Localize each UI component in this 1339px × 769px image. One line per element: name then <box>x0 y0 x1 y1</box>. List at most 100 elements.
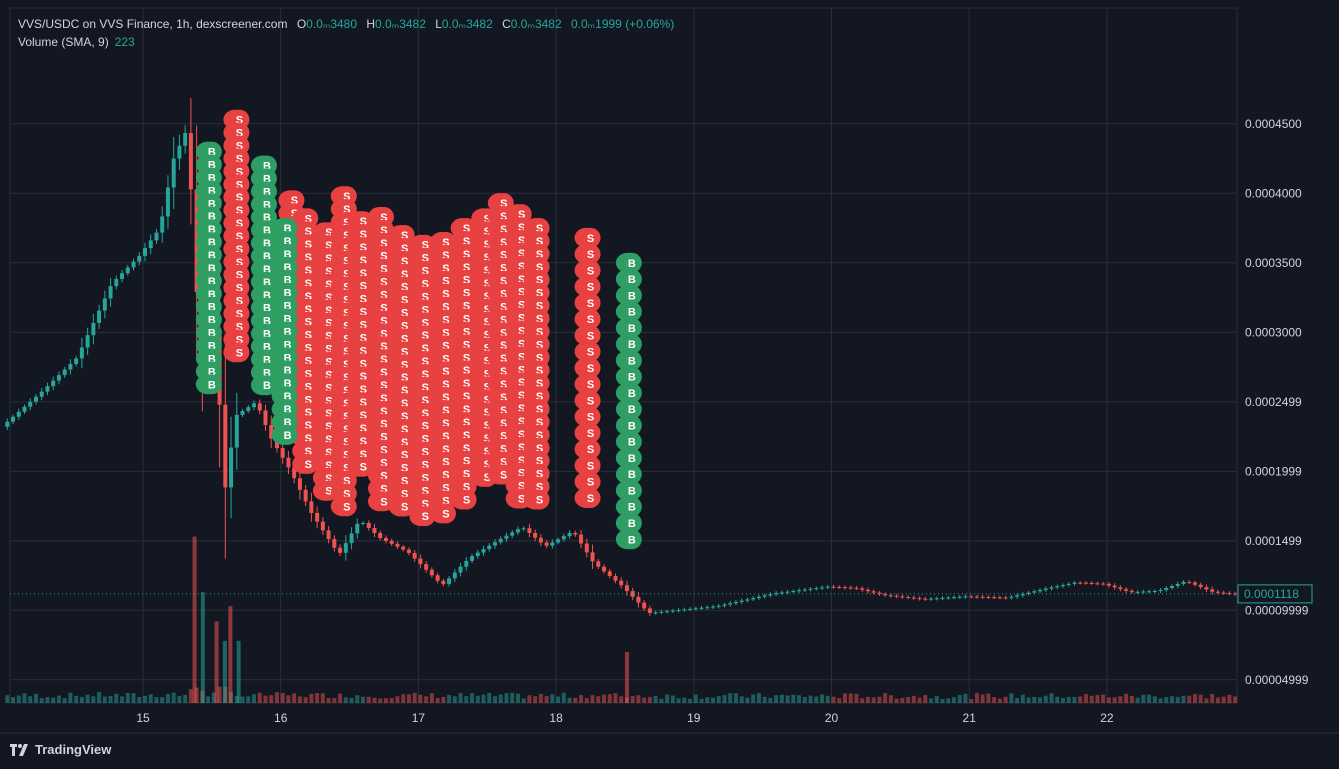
candle <box>974 594 979 599</box>
sell-marker-label: S <box>484 472 491 484</box>
candle <box>257 399 262 415</box>
candle-body <box>756 596 761 599</box>
candle-body <box>791 591 796 593</box>
volume-bar <box>1233 696 1238 703</box>
buy-marker-label: B <box>208 250 216 262</box>
sell-marker-label: S <box>536 275 543 287</box>
buy-marker-label: B <box>208 353 216 365</box>
sell-marker: S <box>574 374 601 395</box>
sell-marker-label: S <box>380 212 387 224</box>
sell-marker-label: S <box>305 381 312 393</box>
volume-bar <box>1066 696 1071 703</box>
buy-marker-circle <box>621 464 642 485</box>
sell-marker-label: S <box>500 392 507 404</box>
candle-body <box>114 279 119 287</box>
volume-bar <box>802 696 807 703</box>
sell-marker-label: S <box>343 437 350 449</box>
sell-marker-circle <box>580 471 601 492</box>
volume-bar <box>274 692 279 703</box>
sell-marker-label: S <box>343 282 350 294</box>
sell-marker-label: S <box>518 403 525 415</box>
volume-bar <box>877 696 882 703</box>
candle-body <box>366 522 371 528</box>
sell-marker-label: S <box>343 320 350 332</box>
sell-marker-label: S <box>325 434 332 446</box>
sell-marker-label: S <box>587 233 594 245</box>
buy-marker-label: B <box>628 485 636 497</box>
volume-bar <box>974 693 979 703</box>
candle-body <box>1089 583 1094 585</box>
sell-marker-label: S <box>380 496 387 508</box>
candle <box>688 607 693 612</box>
volume-bar <box>33 693 38 703</box>
candle-body <box>1124 589 1129 591</box>
candle-body <box>567 532 572 537</box>
volume-bar <box>705 697 710 703</box>
volume-bar <box>11 697 16 703</box>
sell-marker-label: S <box>380 419 387 431</box>
volume-bar <box>642 697 647 703</box>
candle <box>636 591 641 608</box>
buy-marker-circle <box>621 317 642 338</box>
sell-marker-label: S <box>442 353 449 365</box>
sell-marker-label: S <box>401 450 408 462</box>
candle-body <box>682 609 687 611</box>
volume-bar <box>693 694 698 703</box>
candle <box>579 530 584 548</box>
volume-legend-label: Volume (SMA, 9) <box>18 35 109 49</box>
candle-body <box>1175 583 1180 586</box>
buy-marker-label: B <box>284 417 292 429</box>
candle <box>986 595 991 599</box>
candle <box>745 597 750 603</box>
candle-body <box>487 545 492 550</box>
sell-marker-label: S <box>422 343 429 355</box>
candle-body <box>51 380 56 387</box>
sell-marker-label: S <box>305 226 312 238</box>
buy-marker-label: B <box>284 288 292 300</box>
volume-bar <box>1124 693 1129 703</box>
buy-marker-label: B <box>263 238 271 250</box>
buy-marker-label: B <box>263 380 271 392</box>
volume-bar <box>1147 694 1152 703</box>
sell-marker-label: S <box>518 351 525 363</box>
volume-bar <box>217 686 222 703</box>
candle-body <box>527 528 532 533</box>
volume-spike-bar <box>200 592 205 703</box>
candle <box>418 554 423 569</box>
candle-body <box>636 596 641 603</box>
volume-bar <box>1089 695 1094 703</box>
sell-marker-label: S <box>325 305 332 317</box>
buy-marker: B <box>615 366 642 387</box>
buy-marker-label: B <box>284 378 292 390</box>
sell-marker-label: S <box>325 318 332 330</box>
sell-marker-circle <box>529 489 550 510</box>
volume-bar <box>602 694 606 703</box>
candle-body <box>584 543 589 553</box>
candle-body <box>1061 585 1065 587</box>
candle <box>326 526 331 544</box>
candle-body <box>722 604 727 606</box>
candle <box>647 605 652 616</box>
sell-marker-label: S <box>518 248 525 260</box>
volume-bar <box>102 696 107 703</box>
candle-body <box>974 596 979 598</box>
sell-marker-label: S <box>291 195 298 207</box>
candle <box>441 578 446 587</box>
candle-body <box>131 261 136 268</box>
sell-marker-label: S <box>360 216 367 228</box>
candle-body <box>917 598 922 600</box>
sell-marker-label: S <box>536 482 543 494</box>
sell-marker-label: S <box>236 334 243 346</box>
tradingview-brand[interactable]: TradingView <box>10 742 111 757</box>
volume-bar <box>378 698 383 703</box>
sell-marker-label: S <box>518 235 525 247</box>
sell-marker-label: S <box>360 423 367 435</box>
sell-marker-label: S <box>442 289 449 301</box>
candle <box>234 392 239 470</box>
sell-marker-label: S <box>500 431 507 443</box>
sell-marker-label: S <box>401 398 408 410</box>
candle <box>183 125 188 154</box>
sell-marker: S <box>292 453 319 474</box>
sell-marker-label: S <box>463 326 470 338</box>
